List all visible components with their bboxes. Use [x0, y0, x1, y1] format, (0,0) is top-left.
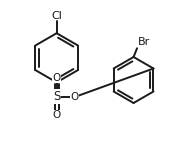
Text: O: O	[53, 73, 61, 83]
Text: Br: Br	[138, 37, 150, 47]
Text: O: O	[70, 92, 79, 102]
Text: Cl: Cl	[51, 11, 62, 21]
Text: S: S	[53, 90, 60, 103]
Text: O: O	[53, 110, 61, 120]
